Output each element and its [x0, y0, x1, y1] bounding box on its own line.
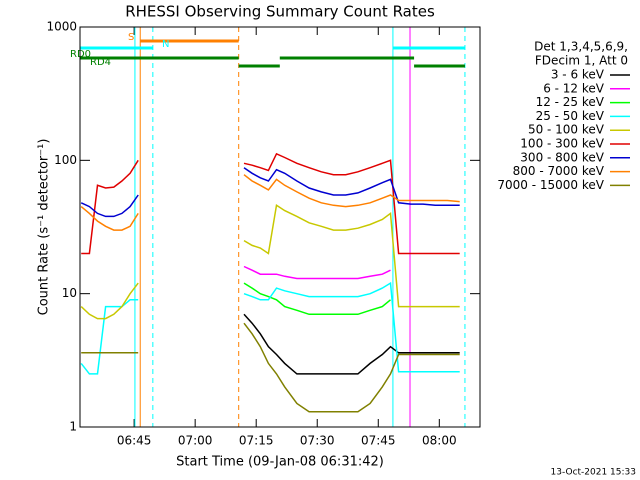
- flag-label: N: [162, 39, 169, 50]
- legend-label: 800 - 7000 keV: [513, 164, 605, 178]
- legend-label: 6 - 12 keV: [543, 81, 605, 95]
- series-line: [243, 313, 460, 375]
- legend-label: 12 - 25 keV: [536, 95, 605, 109]
- y-axis-label: Count Rate (s⁻¹ detector⁻¹): [37, 139, 52, 316]
- series-line: [80, 204, 460, 320]
- plot-frame: [79, 26, 481, 428]
- x-tick-label: 07:15: [239, 434, 274, 448]
- legend-header: FDecim 1, Att 0: [535, 54, 628, 68]
- y-tick-label: 1: [69, 420, 77, 434]
- x-tick-label: 07:45: [361, 434, 396, 448]
- series-line: [80, 174, 460, 231]
- x-tick-label: 07:30: [300, 434, 335, 448]
- chart-title: RHESSI Observing Summary Count Rates: [125, 3, 435, 21]
- legend-label: 300 - 800 keV: [520, 150, 604, 164]
- legend-label: 7000 - 15000 keV: [497, 178, 604, 192]
- flag-label: S: [128, 32, 134, 43]
- legend-header: Det 1,3,4,5,6,9,: [534, 40, 628, 54]
- x-tick-label: 06:45: [117, 434, 152, 448]
- series-line: [243, 282, 391, 316]
- y-tick-label: 10: [62, 286, 77, 300]
- series-line: [80, 281, 460, 375]
- flag-label: RD4: [90, 57, 111, 68]
- x-tick-label: 08:00: [422, 434, 457, 448]
- legend-label: 25 - 50 keV: [536, 109, 605, 123]
- flag-label: RD0: [70, 49, 91, 60]
- series-line: [81, 322, 460, 413]
- series-line: [243, 265, 391, 280]
- legend-label: 100 - 300 keV: [520, 137, 604, 151]
- x-axis-label: Start Time (09-Jan-08 06:31:42): [176, 455, 384, 470]
- y-tick-label: 100: [54, 153, 77, 167]
- footnote: 13-Oct-2021 15:33: [551, 468, 636, 478]
- series-line: [80, 167, 460, 218]
- legend-label: 3 - 6 keV: [551, 68, 605, 82]
- y-tick-label: 1000: [46, 20, 77, 34]
- x-tick-label: 07:00: [178, 434, 213, 448]
- legend-label: 50 - 100 keV: [528, 123, 605, 137]
- series-line: [81, 152, 460, 255]
